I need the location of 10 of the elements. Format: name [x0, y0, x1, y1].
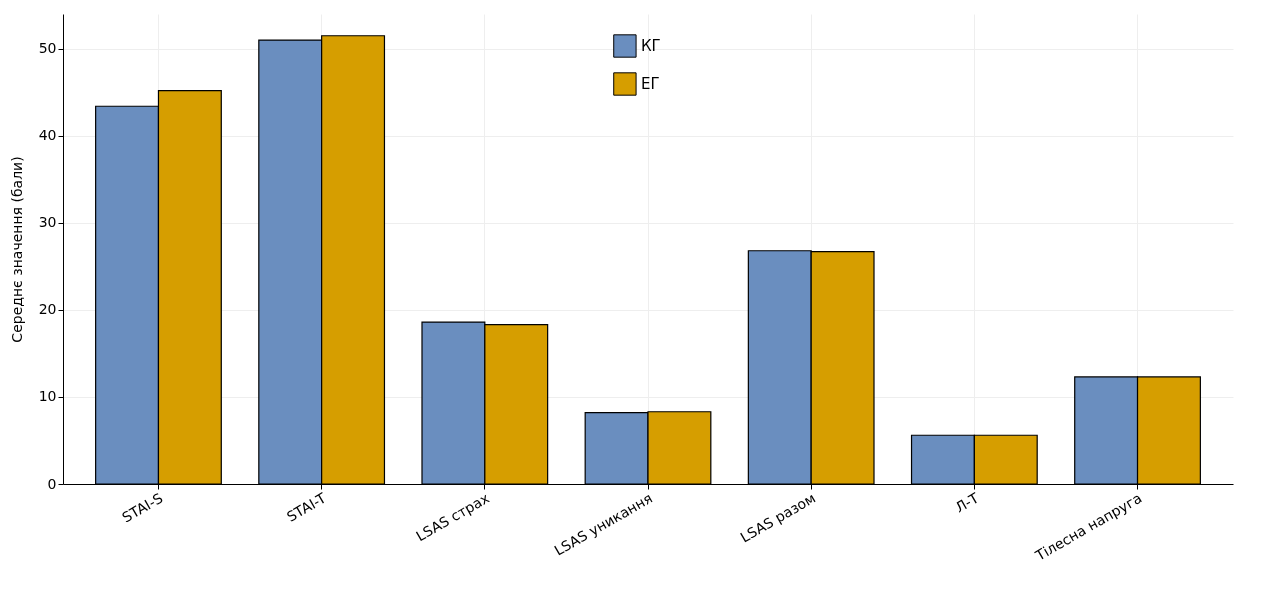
- legend-label: ЕГ: [640, 75, 660, 93]
- x-tick-label: Л-Т: [952, 489, 982, 516]
- y-tick-label: 40: [38, 127, 57, 144]
- y-axis-title: Середнє значення (бали): [8, 156, 25, 343]
- y-tick-label: 50: [38, 40, 57, 57]
- y-tick-label: 0: [47, 475, 57, 492]
- legend-label: КГ: [640, 37, 661, 55]
- y-tick-label: 30: [38, 214, 57, 231]
- y-tick-label: 20: [38, 301, 57, 318]
- y-tick-label: 10: [38, 388, 57, 405]
